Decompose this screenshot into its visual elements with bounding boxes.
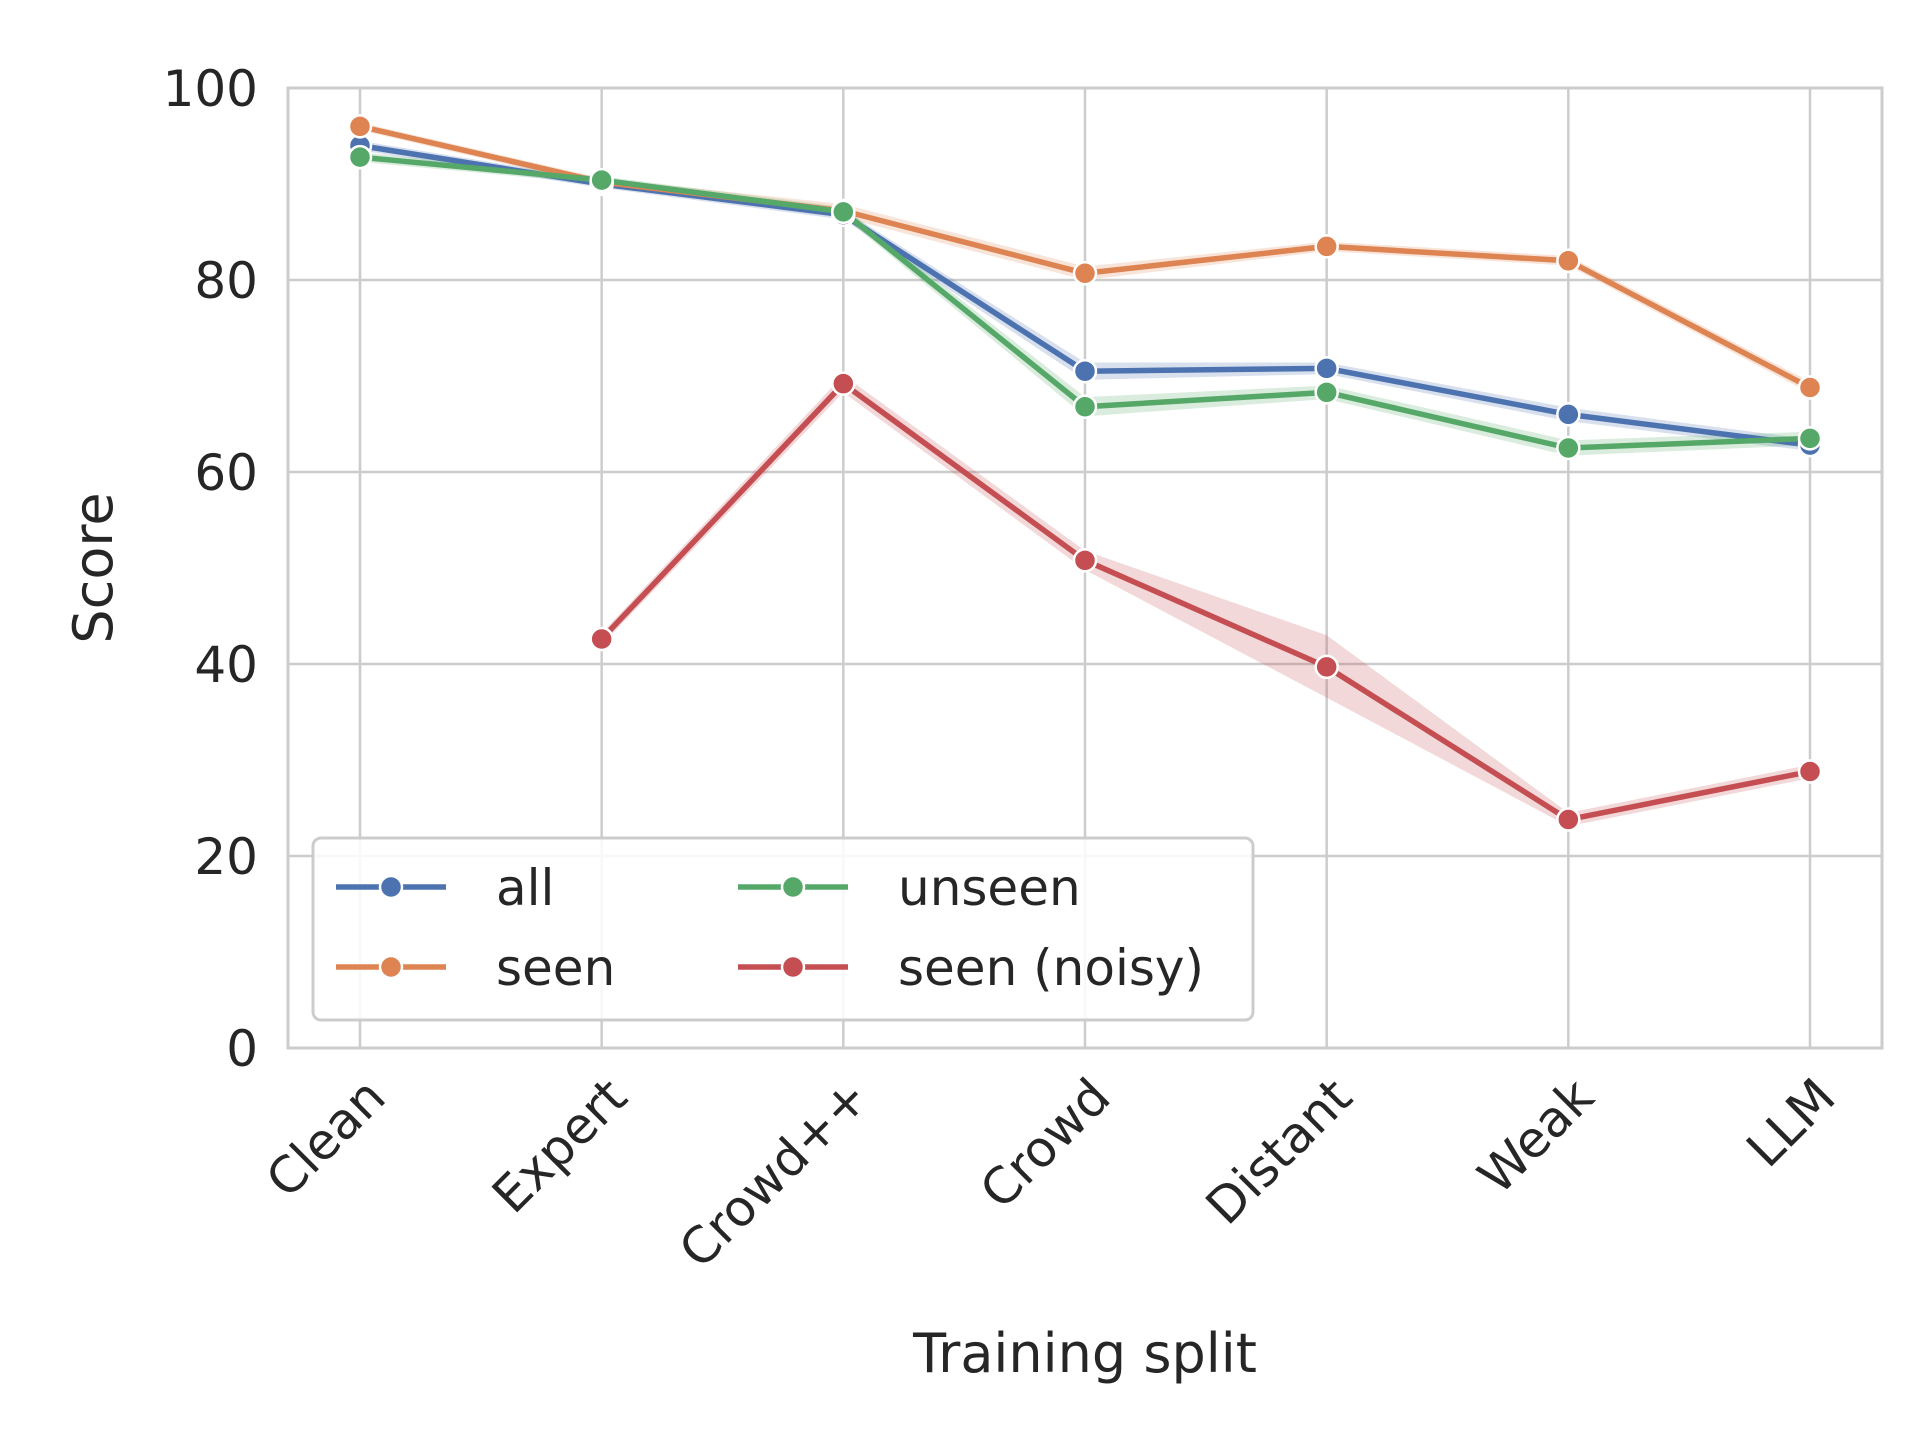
x-tick-label-llm: LLM [1736, 1067, 1847, 1178]
point-seen-clean [347, 114, 373, 139]
x-tick-label-distant: Distant [1195, 1067, 1363, 1235]
x-axis-label: Training split [912, 1322, 1257, 1385]
point-unseen-clean [347, 144, 373, 170]
y-tick-label-4: 80 [194, 252, 258, 310]
point-all-weak [1556, 402, 1581, 427]
point-unseen-crowd- [831, 199, 856, 225]
legend-marker-unseen [780, 874, 806, 900]
point-seen-noisy-weak [1556, 807, 1581, 832]
x-tick-label-crowd-: Crowd++ [668, 1067, 880, 1279]
point-seen-noisy-llm [1797, 759, 1823, 784]
legend-label-all: all [496, 859, 554, 917]
x-tick-label-weak: Weak [1467, 1067, 1605, 1205]
series-points [347, 114, 1823, 832]
legend-box [311, 836, 1255, 1022]
x-tick-labels: Clean Expert Crowd++ Crowd Distant Weak LLM [255, 1067, 1846, 1279]
y-tick-label-3: 60 [194, 444, 258, 502]
point-unseen-llm [1797, 426, 1823, 451]
point-seen-weak [1556, 248, 1581, 274]
point-seen-llm [1797, 375, 1823, 400]
point-seen-noisy-distant [1314, 654, 1339, 680]
x-tick-label-clean: Clean [255, 1067, 396, 1208]
point-seen-noisy-crowd- [831, 371, 856, 396]
point-unseen-distant [1314, 380, 1339, 405]
point-seen-distant [1314, 234, 1339, 259]
point-unseen-expert [589, 167, 614, 193]
legend-label-unseen: unseen [898, 859, 1081, 917]
plot-frame [286, 86, 1884, 1050]
point-all-distant [1314, 356, 1339, 381]
point-seen-crowd [1072, 261, 1098, 286]
line-seen-noisy [598, 380, 1813, 823]
legend-label-seen: seen [496, 939, 615, 997]
y-tick-labels: 0 20 40 60 80 100 [163, 60, 258, 1078]
y-tick-label-1: 20 [194, 828, 258, 886]
point-all-crowd [1072, 358, 1098, 384]
legend: all seen unseen seen (noisy) [311, 836, 1255, 1022]
legend-marker-seen-noisy [780, 954, 806, 980]
point-seen-noisy-crowd [1072, 548, 1098, 573]
band-seen-noisy [601, 375, 1810, 827]
point-unseen-weak [1556, 435, 1581, 461]
legend-label-seen-noisy: seen (noisy) [898, 939, 1204, 997]
y-axis-label: Score [62, 492, 125, 643]
legend-marker-all [378, 874, 404, 900]
x-tick-label-crowd: Crowd [969, 1067, 1121, 1219]
point-unseen-crowd [1072, 394, 1098, 419]
point-seen-noisy-expert [589, 626, 614, 652]
y-tick-label-5: 100 [163, 60, 258, 118]
legend-marker-seen [378, 954, 404, 980]
x-tick-label-expert: Expert [481, 1067, 638, 1224]
y-tick-label-0: 0 [226, 1020, 258, 1078]
y-tick-label-2: 40 [194, 636, 258, 694]
